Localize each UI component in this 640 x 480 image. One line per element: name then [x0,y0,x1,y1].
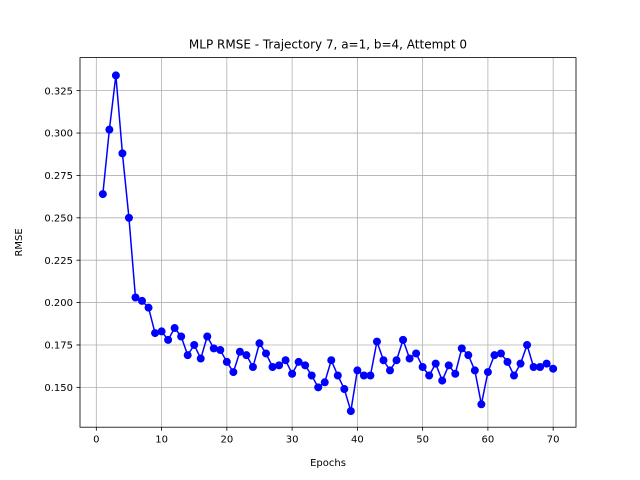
data-point [503,357,512,366]
data-point [203,332,212,341]
data-point [379,356,388,365]
x-tick-label: 40 [351,435,364,446]
data-point [477,400,486,409]
data-point [275,361,284,370]
data-point [262,349,270,358]
plot-frame [79,57,577,428]
data-point [366,371,375,380]
data-point [490,351,499,360]
y-tick-label: 0.150 [44,383,73,394]
data-point [418,363,427,372]
data-point [144,303,153,312]
data-point [118,149,127,158]
y-tick-label: 0.225 [44,256,73,267]
data-point [549,364,558,373]
data-point [190,340,199,349]
data-point [444,361,453,370]
x-tick-label: 0 [93,435,99,446]
data-point [229,368,238,377]
series-line [102,74,554,412]
data-point [340,385,349,394]
data-point [353,366,362,375]
data-point [457,344,466,353]
y-tick-label: 0.325 [44,86,73,97]
data-point [157,327,166,336]
data-point [372,337,381,346]
data-point [516,359,525,368]
data-point [314,383,323,392]
data-point [405,354,414,363]
data-point [177,332,186,341]
x-tick-label: 70 [547,435,560,446]
data-point [170,324,179,333]
y-tick-label: 0.300 [44,129,73,140]
data-point [412,349,421,358]
data-point [281,356,290,365]
x-tick-label: 10 [155,435,168,446]
data-point [483,368,492,377]
x-axis-label: Epochs [310,458,346,469]
data-point [242,351,251,360]
data-point [288,369,297,378]
data-point [248,363,257,372]
x-tick-label: 50 [416,435,429,446]
y-tick-label: 0.175 [44,341,73,352]
data-point [425,371,434,380]
data-point [196,354,205,363]
data-point [124,213,133,222]
data-point [399,335,408,344]
y-tick-label: 0.200 [44,298,73,309]
data-point [105,125,114,134]
data-point [209,344,218,353]
data-point [268,363,277,372]
data-point [386,366,394,375]
tick-layer: 0 10 20 30 40 50 60 70 0.150 0.175 0.200 0.225 0.250… [44,86,559,445]
data-point [164,335,173,344]
x-tick-label: 60 [482,435,495,446]
data-point [320,378,329,387]
data-point [183,351,192,360]
data-point [464,351,473,360]
data-point [451,369,460,378]
data-point [235,347,244,356]
series-line-layer [102,74,554,412]
data-point [98,190,107,199]
data-point [138,296,146,305]
x-tick-label: 20 [220,435,233,446]
series-marker-layer [98,71,558,416]
data-point [294,357,303,366]
data-point [496,349,505,358]
data-point [523,340,532,349]
data-point [216,346,225,355]
y-tick-label: 0.275 [44,171,73,182]
data-point [111,71,120,80]
data-point [359,371,368,380]
data-point [255,339,264,348]
x-tick-label: 30 [286,435,299,446]
data-point [470,366,479,375]
data-point [510,371,518,380]
data-point [438,376,447,385]
data-point [301,361,310,370]
y-tick-label: 0.250 [44,213,73,224]
data-point [542,359,551,368]
data-point [333,371,342,380]
data-point [392,356,401,365]
grid-layer [80,57,576,428]
data-point [529,363,538,372]
data-point [346,407,355,416]
data-point [307,371,316,380]
data-point [327,356,336,365]
data-point [131,293,140,302]
data-point [536,363,545,372]
chart-title: MLP RMSE - Trajectory 7, a=1, b=4, Attem… [189,38,467,52]
data-point [151,329,160,338]
y-axis-label: RMSE [14,228,25,256]
data-point [222,357,231,366]
data-point [431,359,440,368]
